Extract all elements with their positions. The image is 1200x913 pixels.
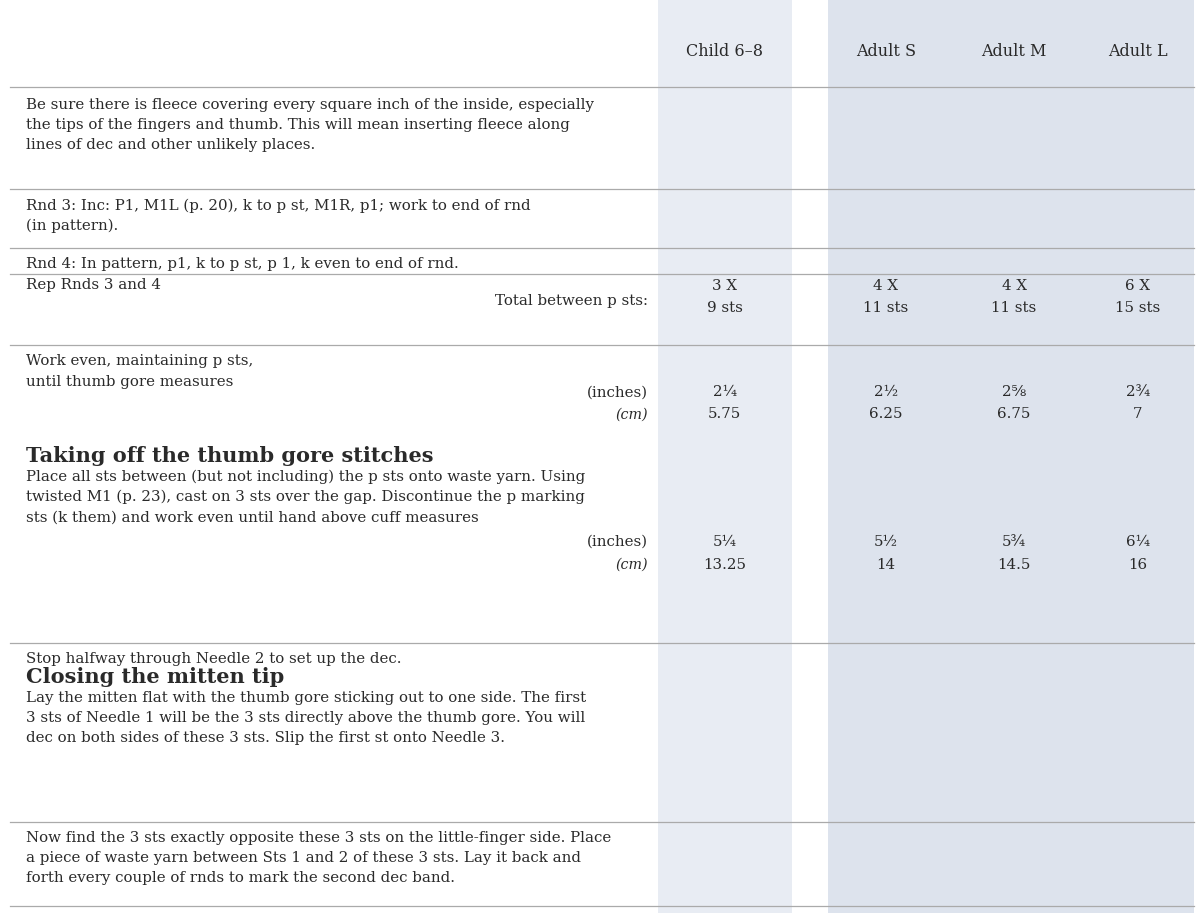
Text: Closing the mitten tip: Closing the mitten tip [26,667,284,687]
Text: Child 6–8: Child 6–8 [686,43,763,59]
Text: 13.25: 13.25 [703,558,746,572]
Text: (cm): (cm) [616,558,648,572]
Text: 6.25: 6.25 [869,407,902,421]
Text: 14.5: 14.5 [997,558,1031,572]
Text: 7: 7 [1133,407,1142,421]
Text: 9 sts: 9 sts [707,301,743,315]
Text: (inches): (inches) [587,535,648,549]
Text: 5¼: 5¼ [713,535,737,549]
Text: 11 sts: 11 sts [863,301,908,315]
Text: 11 sts: 11 sts [991,301,1037,315]
Text: Rnd 4: In pattern, p1, k to p st, p 1, k even to end of rnd.: Rnd 4: In pattern, p1, k to p st, p 1, k… [26,257,460,271]
Text: 6¼: 6¼ [1126,535,1150,549]
Text: 4 X: 4 X [874,279,898,293]
Text: Work even, maintaining p sts,
until thumb gore measures: Work even, maintaining p sts, until thum… [26,354,253,389]
Text: (cm): (cm) [616,407,648,421]
Text: 2⅝: 2⅝ [1002,385,1026,399]
Text: 5¾: 5¾ [1002,535,1026,549]
Bar [658,0,792,913]
Text: Place all sts between (but not including) the p sts onto waste yarn. Using
twist: Place all sts between (but not including… [26,469,586,524]
Text: 16: 16 [1128,558,1147,572]
Text: (inches): (inches) [587,385,648,399]
Text: 5½: 5½ [874,535,898,549]
Text: Stop halfway through Needle 2 to set up the dec.: Stop halfway through Needle 2 to set up … [26,652,402,666]
Text: Be sure there is fleece covering every square inch of the inside, especially
the: Be sure there is fleece covering every s… [26,98,594,152]
Text: Taking off the thumb gore stitches: Taking off the thumb gore stitches [26,446,434,466]
Text: 5.75: 5.75 [708,407,742,421]
Text: 4 X: 4 X [1002,279,1026,293]
Text: 3 X: 3 X [713,279,737,293]
Text: 14: 14 [876,558,895,572]
Text: Now find the 3 sts exactly opposite these 3 sts on the little-finger side. Place: Now find the 3 sts exactly opposite thes… [26,831,612,885]
Text: Lay the mitten flat with the thumb gore sticking out to one side. The first
3 st: Lay the mitten flat with the thumb gore … [26,691,587,745]
Text: 2½: 2½ [874,385,898,399]
Text: Rnd 3: Inc: P1, M1L (p. 20), k to p st, M1R, p1; work to end of rnd
(in pattern): Rnd 3: Inc: P1, M1L (p. 20), k to p st, … [26,198,532,233]
Text: Adult L: Adult L [1108,43,1168,59]
Text: 15 sts: 15 sts [1115,301,1160,315]
Bar [828,0,1194,913]
Text: 6 X: 6 X [1126,279,1150,293]
Text: Adult S: Adult S [856,43,916,59]
Text: 6.75: 6.75 [997,407,1031,421]
Text: 2¼: 2¼ [713,385,737,399]
Text: Rep Rnds 3 and 4: Rep Rnds 3 and 4 [26,278,161,291]
Text: Adult M: Adult M [982,43,1046,59]
Text: Total between p sts:: Total between p sts: [496,294,648,308]
Text: 2¾: 2¾ [1126,385,1150,399]
